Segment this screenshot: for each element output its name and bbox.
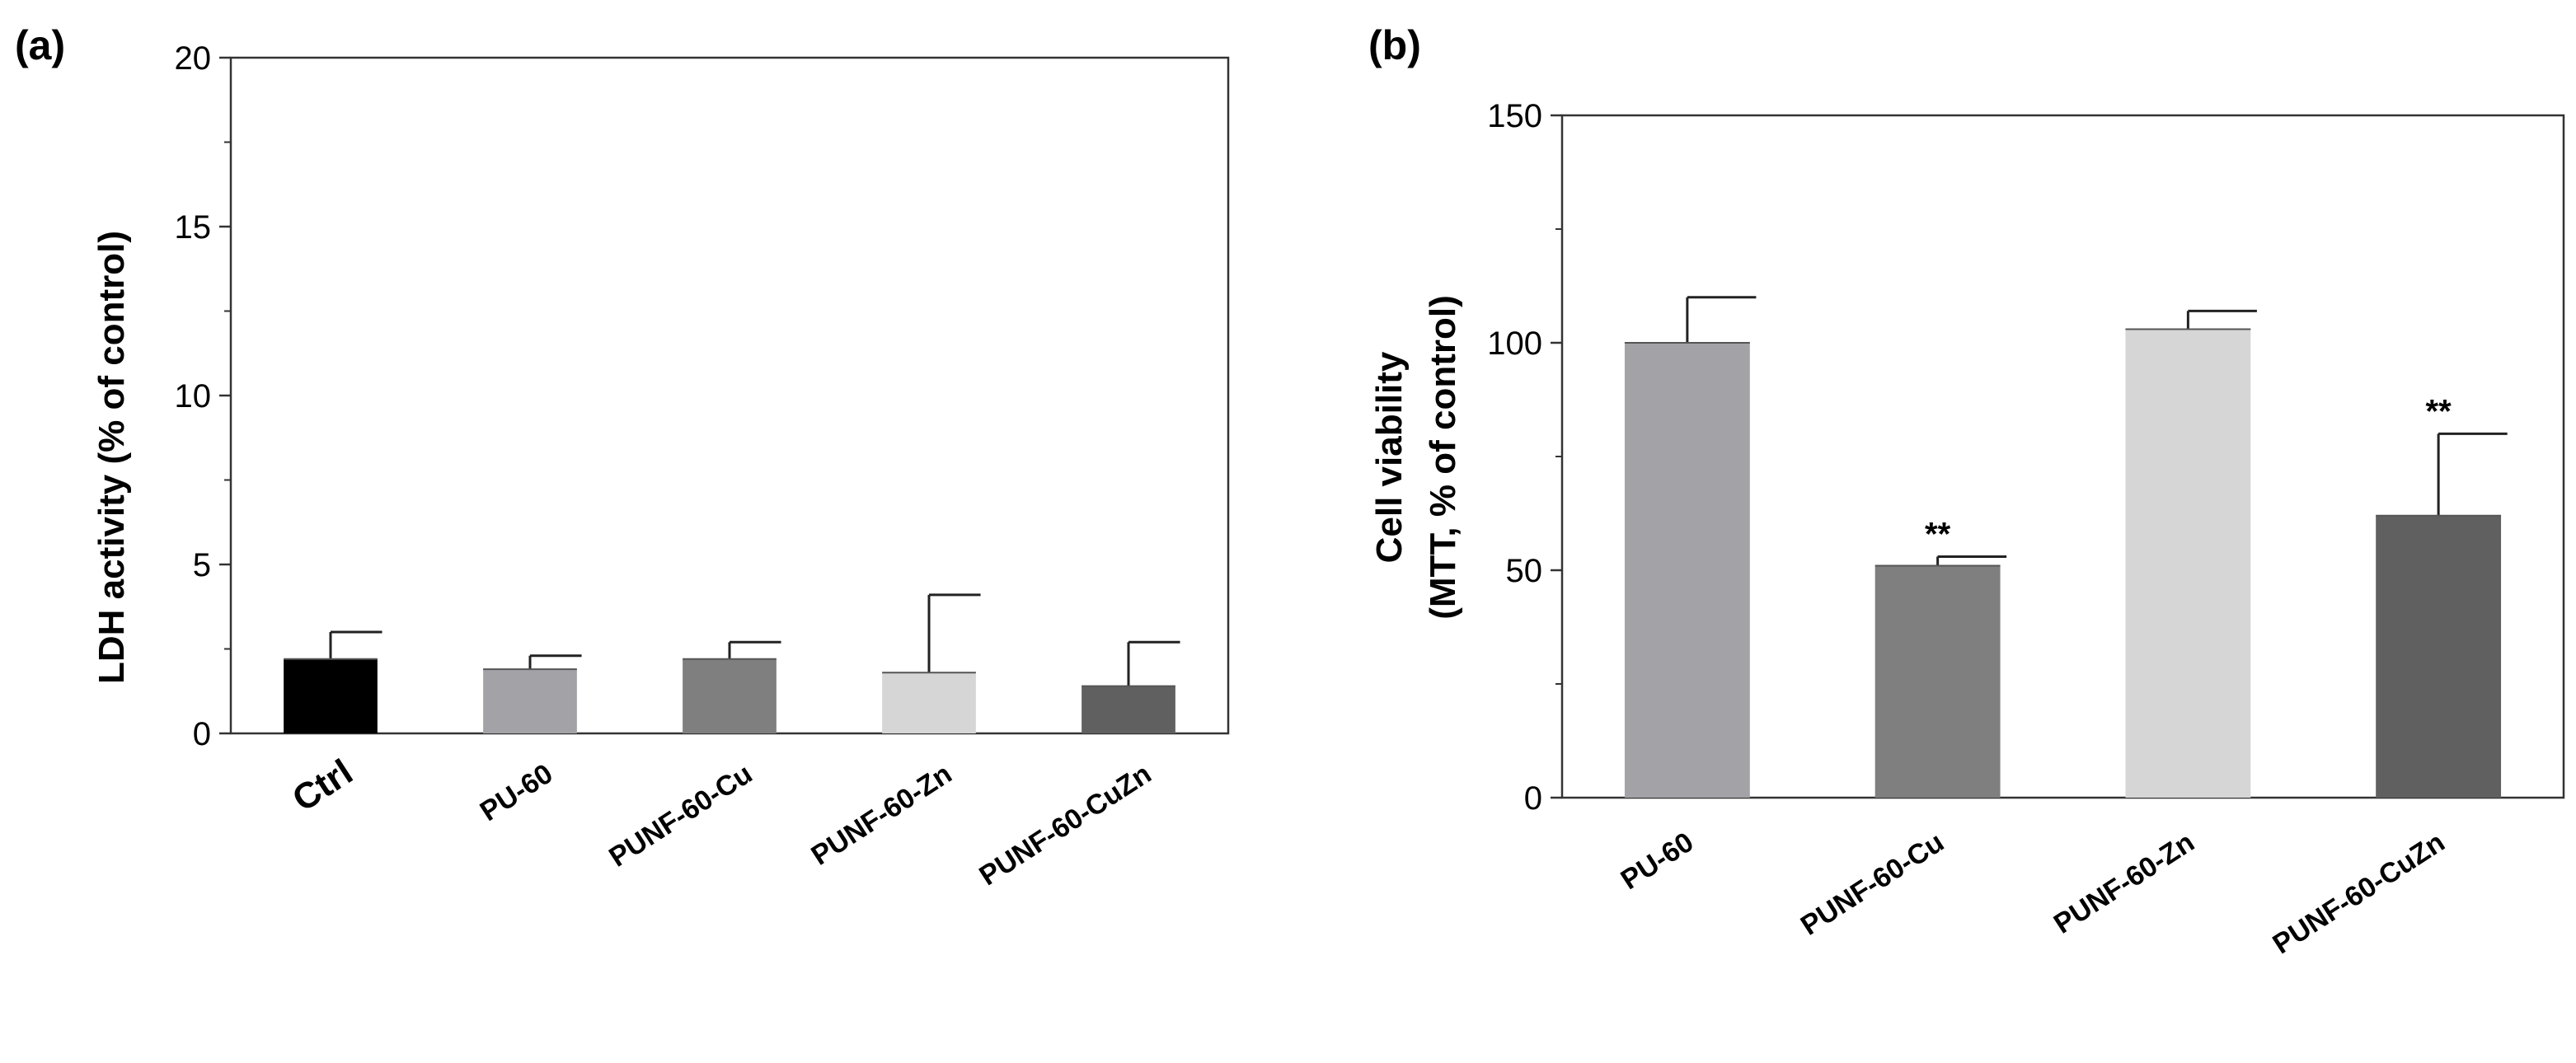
panel-a-category-labels: Ctrl PU-60 PUNF-60-Cu PUNF-60-Zn PUNF-60-CuZ…	[285, 752, 1157, 892]
b-category-label: PU-60	[1616, 827, 1700, 896]
a-bar-group-5	[1082, 640, 1180, 733]
panel-a-label: (a)	[15, 22, 65, 68]
panel-a-bars	[284, 593, 1180, 733]
b-y-tick-label: 0	[1524, 780, 1542, 817]
a-y-tick-label: 0	[193, 716, 211, 752]
a-category-label: PUNF-60-Cu	[603, 758, 758, 873]
a-y-tick-label: 20	[175, 40, 212, 77]
panel-b-axes: 0 50 100 150	[1487, 98, 2565, 817]
b-significance-label: **	[1925, 516, 1951, 552]
panel-a-ldh-chart: (a) LDH activity (% of control) 0 5 10 15 20…	[15, 22, 1230, 892]
a-y-tick-label: 5	[193, 547, 211, 583]
panel-a-y-axis-title: LDH activity (% of control)	[91, 231, 132, 684]
b-category-label: PUNF-60-CuZn	[2268, 827, 2451, 961]
a-category-label: Ctrl	[285, 752, 359, 819]
b-bar	[2125, 329, 2251, 798]
b-bar-group-1	[1624, 296, 1757, 798]
panel-b-label: (b)	[1368, 22, 1421, 68]
panel-a-axes: 0 5 10 15 20	[175, 40, 1230, 752]
b-category-label: PUNF-60-Zn	[2048, 827, 2200, 940]
a-bar	[1082, 686, 1175, 733]
panel-b-category-labels: PU-60 PUNF-60-Cu PUNF-60-Zn PUNF-60-CuZn	[1616, 827, 2451, 961]
b-bar-group-4: **	[2376, 393, 2508, 798]
a-bar-group-2	[483, 654, 582, 733]
a-bar	[683, 658, 777, 733]
b-y-tick-label: 50	[1506, 553, 1543, 589]
panel-b-mtt-chart: (b) Cell viability (MTT, % of control) 0…	[1368, 22, 2565, 961]
a-y-tick-label: 10	[175, 378, 212, 414]
a-bar-group-1	[284, 630, 382, 733]
a-bar-group-3	[683, 640, 781, 733]
b-bar-group-3	[2125, 309, 2257, 798]
b-y-tick-label: 100	[1487, 325, 1542, 362]
a-y-tick-label: 15	[175, 209, 212, 246]
a-bar	[284, 658, 378, 733]
a-bar	[483, 669, 577, 733]
b-category-label: PUNF-60-Cu	[1795, 827, 1950, 942]
a-bar	[882, 672, 976, 733]
b-bar	[1875, 565, 2001, 798]
panel-b-y-axis-title-line2: (MTT, % of control)	[1423, 295, 1463, 620]
b-y-tick-label: 150	[1487, 98, 1542, 134]
b-bar-group-2: **	[1875, 516, 2007, 798]
panel-b-y-axis-title-line1: Cell viability	[1369, 351, 1410, 563]
b-bar	[2376, 515, 2502, 798]
a-category-label: PU-60	[475, 758, 559, 827]
a-category-label: PUNF-60-Zn	[805, 758, 957, 872]
panel-b-bars: ** **	[1624, 296, 2508, 798]
a-bar-group-4	[882, 593, 981, 733]
b-significance-label: **	[2426, 393, 2452, 429]
a-category-label: PUNF-60-CuZn	[974, 758, 1157, 892]
b-bar	[1624, 343, 1750, 798]
